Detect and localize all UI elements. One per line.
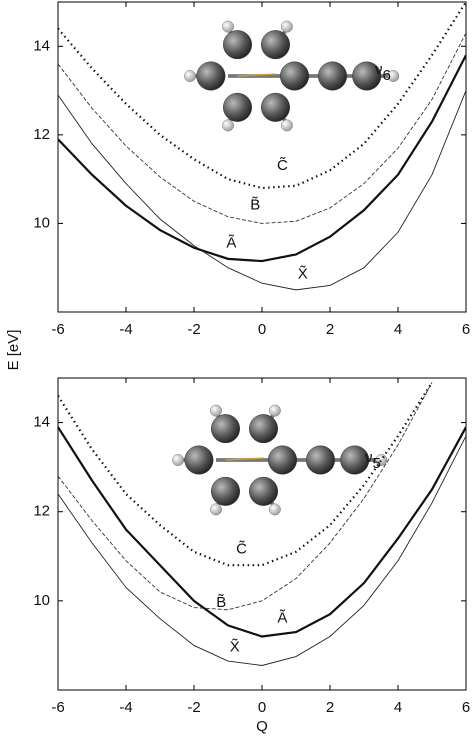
mode-label: ν6 — [375, 61, 391, 84]
y-tick-label: 10 — [33, 214, 50, 231]
y-tick-label: 14 — [33, 37, 50, 54]
curve-label: X̃ — [298, 265, 308, 282]
y-axis-label: E [eV] — [5, 330, 22, 371]
mode-label: ν5 — [365, 449, 381, 472]
mode-symbol: ν — [365, 449, 373, 466]
molecule-illustration — [182, 18, 401, 134]
x-tick-label: -6 — [51, 321, 64, 338]
curve-label: C̃ — [236, 540, 247, 557]
curve-label: B̃ — [250, 196, 260, 213]
y-tick-label: 14 — [33, 414, 50, 431]
curve — [58, 382, 433, 611]
x-tick-label: -2 — [187, 321, 200, 338]
y-tick-label: 12 — [33, 126, 50, 143]
x-axis-label: Q — [256, 718, 268, 735]
x-tick-label: 4 — [394, 321, 402, 338]
curve-label: X̃ — [230, 638, 240, 655]
mode-index: 5 — [373, 455, 381, 472]
molecule-illustration — [170, 402, 389, 517]
curve — [58, 426, 466, 638]
curve — [58, 381, 433, 567]
x-tick-label: 2 — [326, 321, 334, 338]
curve — [58, 90, 466, 291]
curve-label: Ã — [277, 610, 287, 627]
x-tick-label: 2 — [326, 699, 334, 716]
curve-label: B̃ — [216, 594, 226, 611]
x-tick-label: 4 — [394, 699, 402, 716]
x-tick-label: -4 — [119, 321, 132, 338]
curve — [58, 54, 466, 263]
x-tick-label: -2 — [187, 699, 200, 716]
curve — [58, 2, 466, 190]
x-tick-label: -4 — [119, 699, 132, 716]
mode-index: 6 — [383, 67, 391, 84]
x-tick-label: 0 — [258, 699, 266, 716]
curve — [58, 32, 466, 224]
x-tick-label: 6 — [462, 321, 470, 338]
y-tick-label: 10 — [33, 592, 50, 609]
x-tick-label: 6 — [462, 699, 470, 716]
curve-label: C̃ — [277, 156, 288, 173]
curve — [58, 435, 466, 666]
mode-symbol: ν — [375, 61, 383, 78]
x-tick-label: -6 — [51, 699, 64, 716]
x-tick-label: 0 — [258, 321, 266, 338]
curve-label: Ã — [226, 234, 236, 251]
y-tick-label: 12 — [33, 503, 50, 520]
